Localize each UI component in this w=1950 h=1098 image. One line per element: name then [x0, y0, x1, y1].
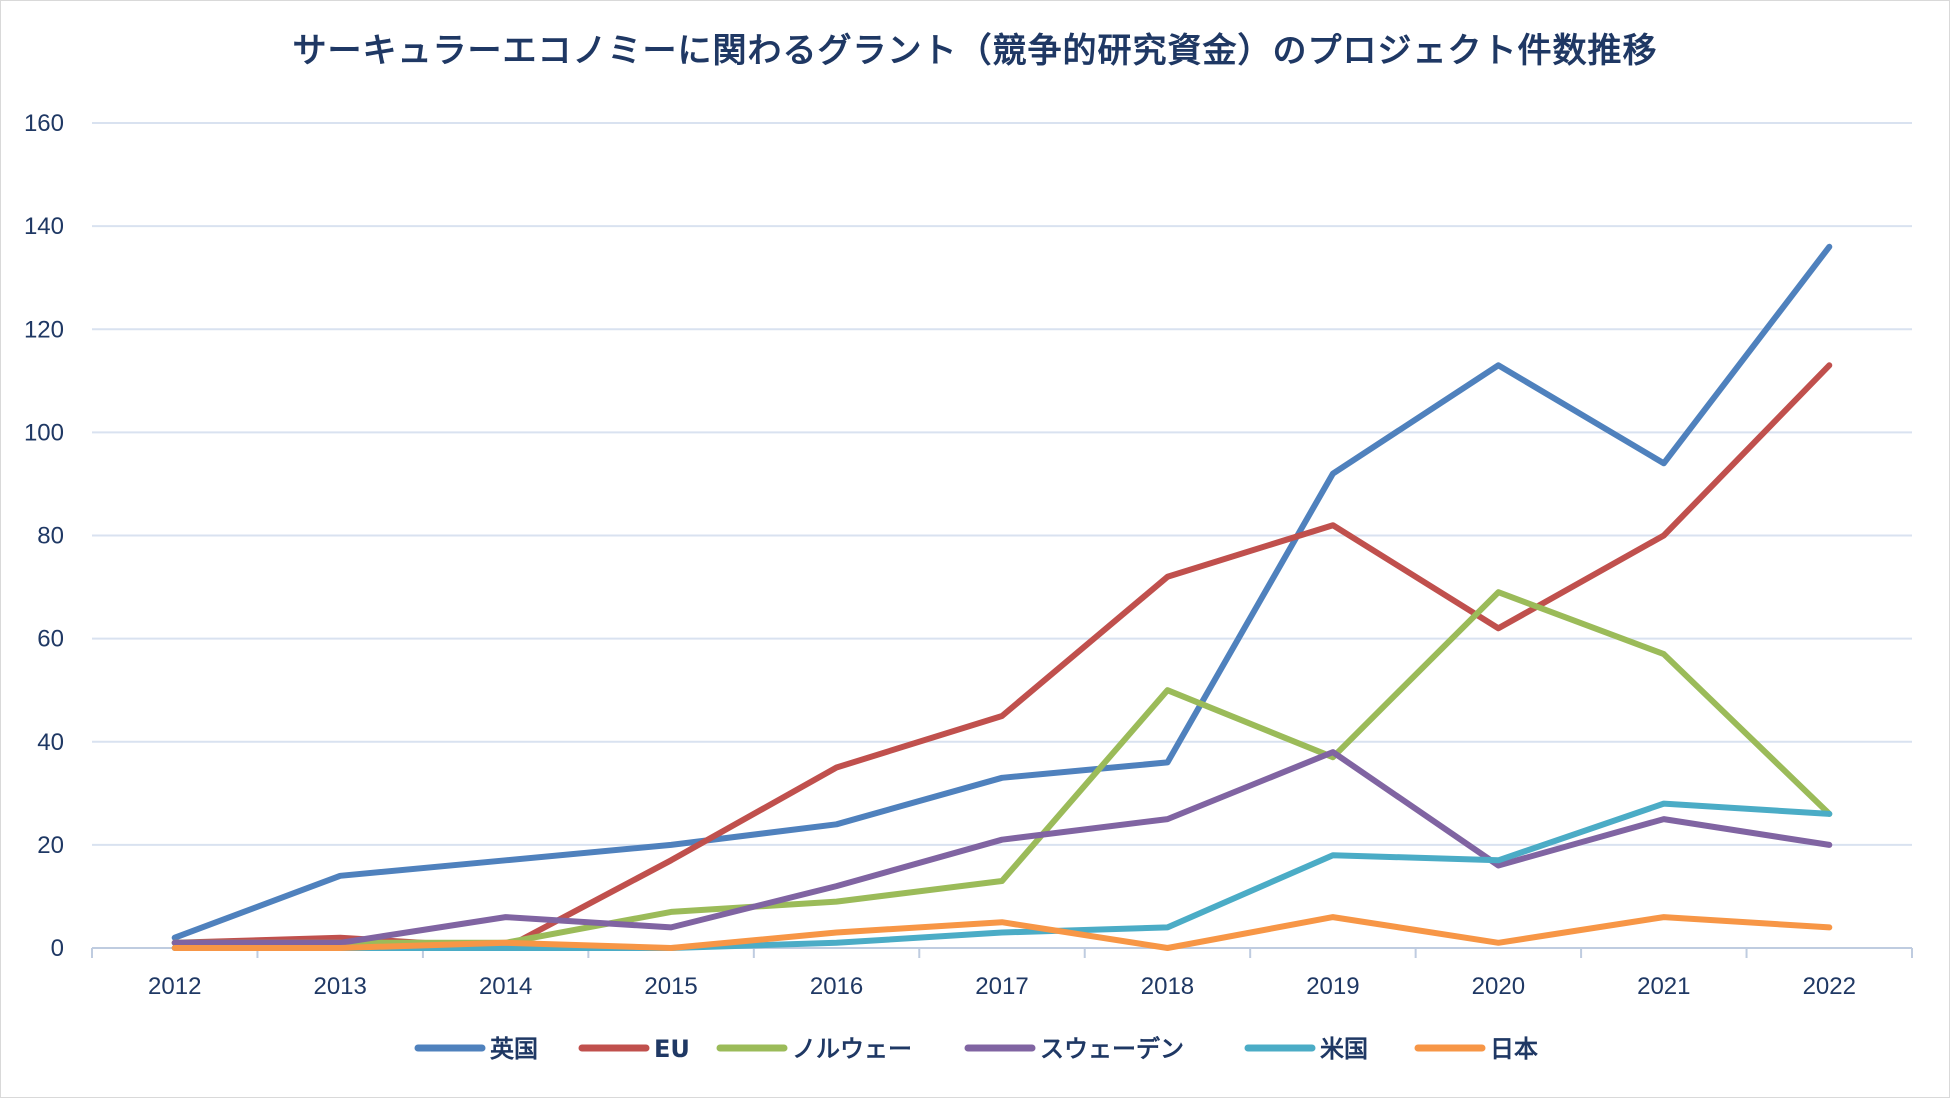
- x-tick-label-2013: 2013: [313, 973, 366, 1000]
- legend-label-1: EU: [654, 1035, 690, 1063]
- y-axis-ticks: 0 20 40 60 80 100 120 140 160: [24, 110, 64, 962]
- x-tick-label-2019: 2019: [1306, 973, 1359, 1000]
- legend-label-0: 英国: [490, 1035, 538, 1063]
- series-line-0: [171, 243, 1833, 941]
- x-axis-ticks: 2012 2013 2014 2015 2016 2017 2018 2019 2020 2021…: [148, 973, 1856, 1000]
- x-tick-label-2022: 2022: [1803, 973, 1856, 1000]
- legend-label-4: 米国: [1320, 1035, 1368, 1063]
- chart-title: サーキュラーエコノミーに関わるグラント（競争的研究資金）のプロジェクト件数推移: [293, 31, 1658, 71]
- legend-label-5: 日本: [1490, 1035, 1538, 1063]
- y-tick-label: 60: [37, 626, 64, 653]
- y-tick-label: 0: [51, 935, 64, 962]
- y-tick-label: 120: [24, 316, 64, 343]
- series-line-1: [171, 362, 1833, 951]
- x-tick-label-2021: 2021: [1637, 973, 1690, 1000]
- series-line-2: [171, 589, 1833, 946]
- gridlines: [92, 122, 1912, 846]
- y-tick-label: 40: [37, 729, 64, 756]
- x-tick-label-2014: 2014: [479, 973, 532, 1000]
- x-tick-label-2016: 2016: [810, 973, 863, 1000]
- series-line-5: [171, 914, 1833, 951]
- y-tick-label: 20: [37, 832, 64, 859]
- y-tick-label: 160: [24, 110, 64, 137]
- series-line-4: [171, 800, 1833, 951]
- legend-label-2: ノルウェー: [792, 1035, 912, 1063]
- x-tick-label-2017: 2017: [975, 973, 1028, 1000]
- y-tick-label: 140: [24, 213, 64, 240]
- x-tick-label-2020: 2020: [1472, 973, 1525, 1000]
- y-tick-label: 80: [37, 523, 64, 550]
- x-tick-label-2018: 2018: [1141, 973, 1194, 1000]
- legend: 英国 EU ノルウェー スウェーデン 米国 日本: [414, 1035, 1538, 1063]
- x-tick-label-2012: 2012: [148, 973, 201, 1000]
- series-lines: [171, 243, 1833, 951]
- x-tick-label-2015: 2015: [644, 973, 697, 1000]
- y-tick-label: 100: [24, 419, 64, 446]
- legend-label-3: スウェーデン: [1040, 1035, 1184, 1063]
- series-line-3: [171, 749, 1833, 946]
